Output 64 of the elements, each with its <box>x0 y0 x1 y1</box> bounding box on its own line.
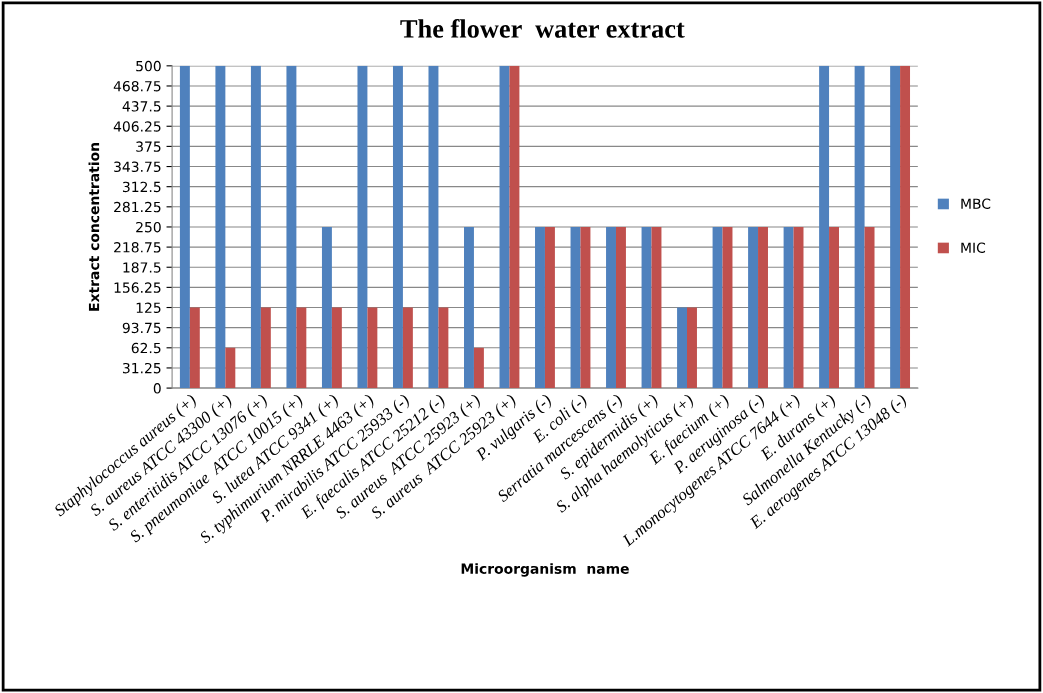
legend-label: MBC <box>961 198 991 209</box>
y-axis-title: Extract concentration <box>88 143 100 311</box>
legend-label: MIC <box>961 242 986 253</box>
bar <box>748 226 759 389</box>
bar <box>438 307 449 389</box>
bar <box>580 226 591 389</box>
bar <box>793 226 804 389</box>
y-tick-label: 500 <box>136 60 161 72</box>
bar <box>509 65 520 389</box>
y-tick-label: 468.75 <box>113 80 161 92</box>
y-tick-label: 406.25 <box>113 121 161 132</box>
y-tick-label: 312.5 <box>122 181 161 193</box>
y-tick-label: 218.75 <box>114 242 161 253</box>
y-tick-label: 437.5 <box>122 101 161 112</box>
bar <box>570 226 581 389</box>
bar <box>392 65 403 389</box>
bar <box>758 226 768 389</box>
bar <box>864 226 875 389</box>
chart-title: The flower water extract <box>400 18 685 38</box>
bar <box>357 65 368 389</box>
y-tick-label: 343.75 <box>114 161 161 173</box>
bar <box>890 65 901 389</box>
bar <box>215 65 226 389</box>
bar <box>189 307 200 389</box>
bar <box>402 307 413 389</box>
bar <box>651 226 662 389</box>
y-tick-label: 0 <box>153 383 161 394</box>
bar <box>473 347 484 389</box>
y-tick-label: 250 <box>136 221 161 233</box>
y-tick-label: 281.25 <box>114 201 161 213</box>
y-tick-label: 125 <box>136 302 161 313</box>
bar <box>367 307 378 389</box>
y-tick-label: 156.25 <box>114 282 161 293</box>
bar <box>499 65 510 389</box>
bar <box>819 65 830 389</box>
y-tick-label: 31.25 <box>122 362 161 374</box>
bar <box>250 65 261 389</box>
y-tick-label: 375 <box>136 141 161 152</box>
bar <box>535 226 545 389</box>
y-tick-label: 187.5 <box>123 262 161 273</box>
bar <box>687 307 697 389</box>
bar <box>854 65 865 389</box>
bar <box>428 65 439 389</box>
bar <box>641 226 652 389</box>
bar <box>179 65 190 389</box>
bar <box>606 226 616 389</box>
bar <box>296 307 307 389</box>
x-axis-title: Microorganism name <box>461 563 629 577</box>
y-tick-label: 93.75 <box>122 322 161 334</box>
bar <box>260 307 271 389</box>
bar <box>286 65 297 389</box>
bar <box>829 226 839 389</box>
bar <box>464 226 474 389</box>
bar <box>677 307 688 389</box>
bar <box>712 226 723 389</box>
bar <box>722 226 733 389</box>
bar <box>615 226 626 389</box>
bar <box>783 226 794 389</box>
bar <box>544 226 555 389</box>
bar <box>321 226 332 389</box>
bar <box>225 347 236 389</box>
bar <box>900 65 911 389</box>
bar <box>331 307 342 389</box>
y-tick-label: 62.5 <box>131 342 161 354</box>
